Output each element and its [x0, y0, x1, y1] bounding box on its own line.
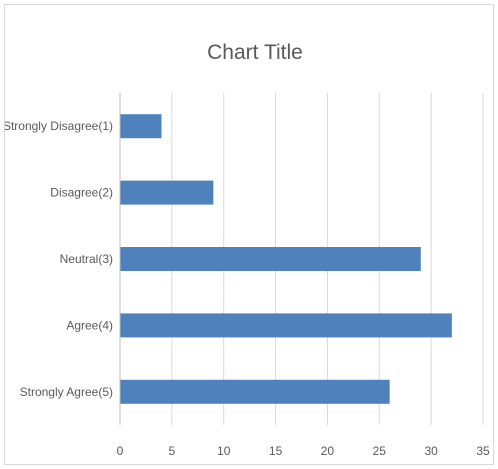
- x-tick-label: 5: [169, 444, 176, 458]
- x-tick-label: 20: [321, 444, 335, 458]
- x-tick-label: 25: [373, 444, 387, 458]
- bar: [120, 114, 162, 139]
- x-tick-label: 0: [117, 444, 124, 458]
- x-tick-label: 30: [424, 444, 438, 458]
- x-tick-label: 15: [269, 444, 283, 458]
- x-tick-label: 35: [476, 444, 490, 458]
- bar: [120, 313, 452, 338]
- bar: [120, 247, 421, 271]
- bar: [120, 180, 214, 205]
- chart-area: Chart Title Strongly Disagree(1) Disagree…: [4, 4, 494, 465]
- category-label: Strongly Agree(5): [20, 385, 113, 399]
- category-label: Agree(4): [66, 318, 113, 332]
- category-label: Neutral(3): [60, 252, 113, 266]
- category-label: Strongly Disagree(1): [5, 119, 113, 133]
- x-axis-ticks: 0 5 10 15 20 25 30 35: [117, 444, 490, 458]
- category-labels: Strongly Disagree(1) Disagree(2) Neutral(3…: [5, 119, 113, 399]
- chart-title: Chart Title: [207, 41, 303, 64]
- bar: [120, 379, 390, 404]
- bars: [120, 114, 452, 404]
- bar-chart: Chart Title Strongly Disagree(1) Disagree…: [5, 41, 490, 458]
- x-tick-label: 10: [217, 444, 231, 458]
- category-label: Disagree(2): [50, 186, 113, 200]
